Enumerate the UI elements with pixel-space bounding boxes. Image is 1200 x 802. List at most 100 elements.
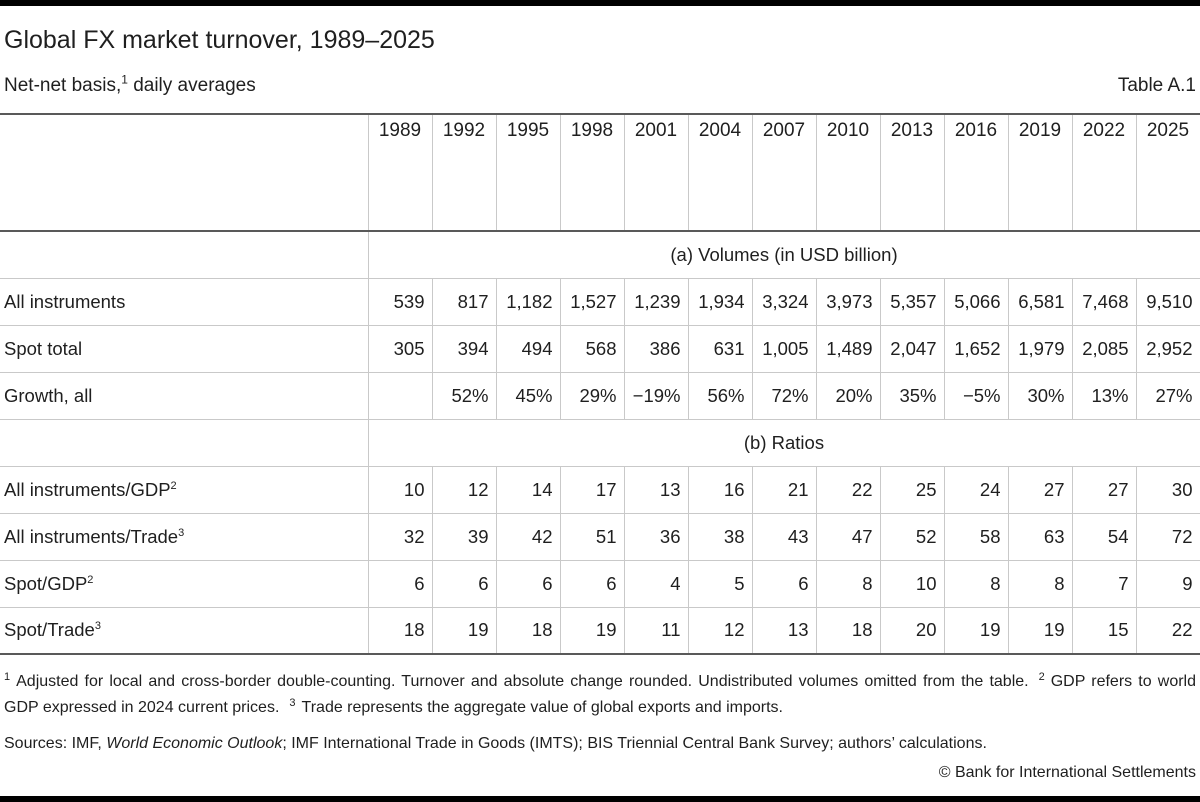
- value-cell: 1,934: [687, 278, 752, 325]
- value-cell: 56%: [687, 372, 752, 419]
- corner-cell: [0, 114, 368, 231]
- value-cell: 394: [431, 325, 496, 372]
- value-cell: 12: [431, 466, 496, 513]
- source-title-italic: World Economic Outlook: [106, 735, 283, 752]
- subtitle: Net-net basis,1 daily averages: [4, 74, 256, 98]
- section-title-b: (b) Ratios: [367, 419, 1200, 466]
- value-cell: 18: [495, 607, 560, 654]
- value-cell: 10: [367, 466, 432, 513]
- value-cell: 25: [879, 466, 944, 513]
- value-cell: 13: [751, 607, 816, 654]
- value-cell: 63: [1007, 513, 1072, 560]
- value-cell: 6: [559, 560, 624, 607]
- value-cell: 6: [367, 560, 432, 607]
- value-cell: 19: [943, 607, 1008, 654]
- bottom-rule-bar: [0, 796, 1200, 802]
- value-cell: 5: [687, 560, 752, 607]
- value-cell: 13%: [1071, 372, 1136, 419]
- year-header-row: 1989 1992 1995 1998 2001 2004 2007 2010 …: [0, 114, 1200, 231]
- value-cell: 39: [431, 513, 496, 560]
- value-cell: 3,973: [815, 278, 880, 325]
- sources-line: Sources: IMF, World Economic Outlook; IM…: [4, 735, 987, 752]
- value-cell: 568: [559, 325, 624, 372]
- year-header: 2007: [751, 114, 816, 231]
- year-header: 2001: [623, 114, 688, 231]
- row-label: Spot/Trade3: [4, 619, 101, 641]
- value-cell: 6,581: [1007, 278, 1072, 325]
- value-cell: 19: [559, 607, 624, 654]
- value-cell: 7: [1071, 560, 1136, 607]
- value-cell: 1,005: [751, 325, 816, 372]
- value-cell: 27: [1007, 466, 1072, 513]
- value-cell: 18: [367, 607, 432, 654]
- value-cell: 6: [751, 560, 816, 607]
- row-label: All instruments: [4, 290, 126, 312]
- value-cell: 3,324: [751, 278, 816, 325]
- value-cell: 13: [623, 466, 688, 513]
- value-cell: 1,489: [815, 325, 880, 372]
- value-cell: 19: [1007, 607, 1072, 654]
- value-cell: 38: [687, 513, 752, 560]
- year-header: 2022: [1071, 114, 1136, 231]
- year-header: 1995: [495, 114, 560, 231]
- value-cell: 9: [1135, 560, 1200, 607]
- table-row-all-instruments-trade: All instruments/Trade3 32 39 42 51 36 38…: [0, 513, 1200, 560]
- value-cell: 29%: [559, 372, 624, 419]
- value-cell: −5%: [943, 372, 1008, 419]
- copyright-line: © Bank for International Settlements: [938, 764, 1196, 781]
- section-header-row-a: (a) Volumes (in USD billion): [0, 231, 1200, 278]
- value-cell: 32: [367, 513, 432, 560]
- value-cell: 8: [815, 560, 880, 607]
- value-cell: [367, 372, 432, 419]
- year-header: 2016: [943, 114, 1008, 231]
- subtitle-text: Net-net basis,: [4, 75, 122, 96]
- value-cell: 51: [559, 513, 624, 560]
- value-cell: 1,979: [1007, 325, 1072, 372]
- value-cell: 36: [623, 513, 688, 560]
- year-header: 2013: [879, 114, 944, 231]
- value-cell: 1,182: [495, 278, 560, 325]
- value-cell: 24: [943, 466, 1008, 513]
- footnote-ref-1: 1: [121, 72, 128, 87]
- value-cell: 631: [687, 325, 752, 372]
- footnotes: 1 Adjusted for local and cross-border dou…: [4, 669, 1196, 721]
- year-header: 2019: [1007, 114, 1072, 231]
- value-cell: 18: [815, 607, 880, 654]
- value-cell: 8: [1007, 560, 1072, 607]
- footnote-3: 3 Trade represents the aggregate value of…: [289, 696, 783, 716]
- value-cell: 43: [751, 513, 816, 560]
- value-cell: 1,527: [559, 278, 624, 325]
- year-header: 2004: [687, 114, 752, 231]
- value-cell: 11: [623, 607, 688, 654]
- year-header: 1992: [431, 114, 496, 231]
- table-row-all-instruments-gdp: All instruments/GDP2 10 12 14 17 13 16 2…: [0, 466, 1200, 513]
- page-title: Global FX market turnover, 1989–2025: [4, 26, 435, 54]
- value-cell: 16: [687, 466, 752, 513]
- value-cell: 10: [879, 560, 944, 607]
- empty-label-cell: [0, 231, 368, 278]
- fx-turnover-table: 1989 1992 1995 1998 2001 2004 2007 2010 …: [0, 113, 1200, 655]
- value-cell: 15: [1071, 607, 1136, 654]
- table-row-all-instruments: All instruments 539 817 1,182 1,527 1,23…: [0, 278, 1200, 325]
- value-cell: −19%: [623, 372, 688, 419]
- row-label: Spot total: [4, 337, 83, 359]
- value-cell: 1,239: [623, 278, 688, 325]
- value-cell: 54: [1071, 513, 1136, 560]
- value-cell: 4: [623, 560, 688, 607]
- value-cell: 539: [367, 278, 432, 325]
- value-cell: 35%: [879, 372, 944, 419]
- value-cell: 22: [1135, 607, 1200, 654]
- value-cell: 8: [943, 560, 1008, 607]
- table-label: Table A.1: [1117, 75, 1196, 96]
- value-cell: 42: [495, 513, 560, 560]
- value-cell: 30: [1135, 466, 1200, 513]
- table-row-spot-gdp: Spot/GDP2 6 6 6 6 4 5 6 8 10 8 8 7 9: [0, 560, 1200, 607]
- value-cell: 2,952: [1135, 325, 1200, 372]
- value-cell: 5,357: [879, 278, 944, 325]
- value-cell: 45%: [495, 372, 560, 419]
- subtitle-suffix: daily averages: [127, 75, 256, 96]
- value-cell: 72%: [751, 372, 816, 419]
- value-cell: 30%: [1007, 372, 1072, 419]
- year-header: 2025: [1135, 114, 1200, 231]
- value-cell: 14: [495, 466, 560, 513]
